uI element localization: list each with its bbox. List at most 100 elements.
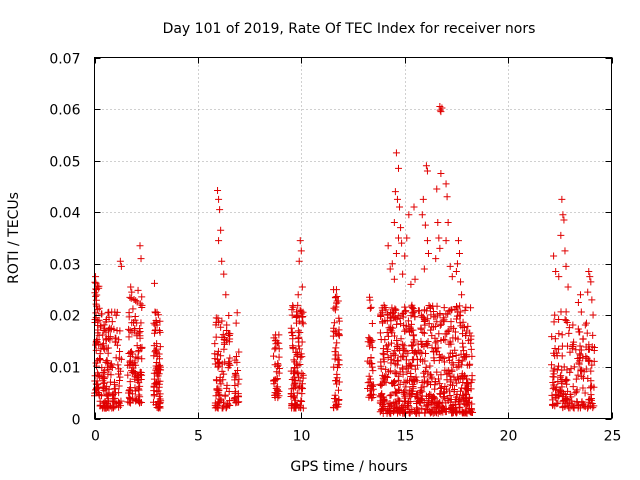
data-point (153, 403, 161, 411)
data-point (220, 345, 228, 353)
data-point (449, 408, 457, 416)
data-point (126, 293, 134, 301)
data-point (214, 314, 222, 322)
data-point (331, 377, 339, 385)
data-point (572, 375, 580, 383)
data-point (413, 397, 421, 405)
data-point (434, 403, 442, 411)
data-point (435, 330, 443, 338)
data-point (367, 303, 375, 311)
data-point (115, 389, 123, 397)
data-point (103, 315, 111, 323)
data-point (453, 315, 461, 323)
data-point (404, 317, 412, 325)
data-point (551, 345, 559, 353)
data-point (589, 331, 597, 339)
data-point (458, 357, 466, 365)
data-point (105, 324, 113, 332)
data-point (367, 338, 375, 346)
data-point (332, 402, 340, 410)
data-point (390, 407, 398, 415)
data-point (431, 378, 439, 386)
data-point (386, 325, 394, 333)
data-point (584, 356, 592, 364)
data-point (138, 303, 146, 311)
data-point (153, 345, 161, 353)
data-point (431, 345, 439, 353)
data-point (467, 345, 475, 353)
data-point (152, 326, 160, 334)
data-point (558, 331, 566, 339)
data-point (589, 404, 597, 412)
data-point (270, 352, 278, 360)
data-point (394, 312, 402, 320)
data-point (405, 377, 413, 385)
data-point (581, 321, 589, 329)
data-point (458, 384, 466, 392)
data-point (390, 377, 398, 385)
data-point (212, 392, 220, 400)
data-point (152, 379, 160, 387)
y-tick-label: 0.03 (49, 258, 80, 274)
data-point (377, 399, 385, 407)
data-point (454, 335, 462, 343)
data-point (214, 187, 222, 195)
data-point (558, 352, 566, 360)
data-point (421, 357, 429, 365)
data-point (442, 237, 450, 245)
data-point (117, 262, 125, 270)
data-point (386, 400, 394, 408)
data-point (400, 309, 408, 317)
data-point (109, 397, 117, 405)
data-point (92, 279, 100, 287)
data-point (567, 365, 575, 373)
data-point (234, 399, 242, 407)
data-point (384, 341, 392, 349)
data-point (224, 329, 232, 337)
data-point (387, 352, 395, 360)
data-point (296, 345, 304, 353)
data-point (584, 403, 592, 411)
data-point (574, 298, 582, 306)
data-point (96, 397, 104, 405)
data-point (138, 343, 146, 351)
data-point (126, 357, 134, 365)
data-point (291, 380, 299, 388)
data-point (426, 362, 434, 370)
data-point (414, 406, 422, 414)
data-point (296, 402, 304, 410)
data-point (273, 375, 281, 383)
data-point (437, 170, 445, 178)
data-point (453, 390, 461, 398)
data-point (570, 404, 578, 412)
data-point (128, 288, 136, 296)
data-point (225, 338, 233, 346)
data-point (151, 329, 159, 337)
data-point (398, 364, 406, 372)
data-point (292, 404, 300, 412)
data-point (218, 317, 226, 325)
data-point (335, 332, 343, 340)
data-point (394, 234, 402, 242)
data-point (367, 360, 375, 368)
data-point (124, 389, 132, 397)
data-point (462, 332, 470, 340)
data-point (127, 396, 135, 404)
data-point (104, 370, 112, 378)
data-point (557, 372, 565, 380)
data-point (294, 352, 302, 360)
data-point (468, 352, 476, 360)
data-point (415, 307, 423, 315)
data-point (297, 397, 305, 405)
data-point (138, 371, 146, 379)
data-point (584, 288, 592, 296)
data-point (376, 329, 384, 337)
data-point (429, 302, 437, 310)
data-point (111, 385, 119, 393)
data-point (291, 358, 299, 366)
data-point (402, 383, 410, 391)
data-point (449, 349, 457, 357)
data-point (449, 334, 457, 342)
data-point (445, 340, 453, 348)
data-point (395, 385, 403, 393)
